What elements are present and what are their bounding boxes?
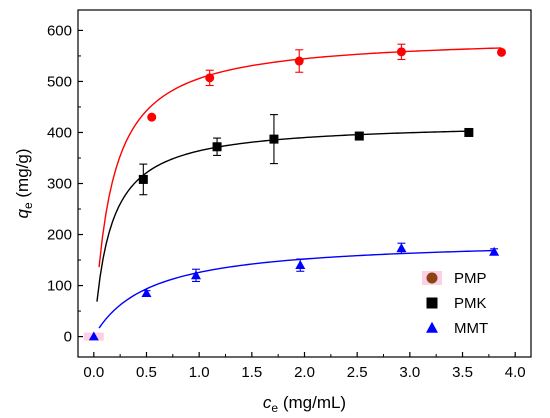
data-point [464, 127, 474, 137]
data-point [88, 331, 99, 341]
y-tick-label: 200 [47, 227, 72, 244]
series-mmt [88, 242, 500, 341]
data-point [497, 47, 507, 57]
y-tick-label: 400 [47, 124, 72, 141]
axes: 0.0 0.5 1.0 1.5 2.0 2.5 3.0 3.5 4.0 0 100 200 300 400… [13, 9, 532, 415]
x-axis-var: c [263, 393, 272, 412]
data-point [138, 174, 148, 184]
data-point [212, 142, 222, 152]
data-points [83, 43, 507, 341]
fit-curves [96, 47, 502, 329]
data-point [141, 288, 152, 298]
x-tick-label: 1.0 [189, 364, 210, 381]
data-point [269, 134, 279, 144]
y-tick-label: 100 [47, 278, 72, 295]
y-axis-var: q [13, 209, 32, 219]
data-point [396, 243, 407, 253]
x-axis-title: ce (mg/mL) [263, 393, 346, 415]
x-tick-label: 0.5 [136, 364, 157, 381]
series-pmk [138, 114, 474, 196]
data-point [205, 73, 215, 83]
legend-label-pmk: PMK [454, 295, 487, 312]
data-point [147, 112, 157, 122]
y-axis-unit: (mg/g) [13, 149, 32, 203]
data-point [190, 270, 201, 280]
y-tick-label: 0 [64, 329, 72, 346]
y-tick-label: 500 [47, 73, 72, 90]
x-tick-label: 2.5 [347, 364, 368, 381]
x-tick-label: 4.0 [505, 364, 526, 381]
x-tick-label: 3.5 [452, 364, 473, 381]
legend-marker-mmt [426, 321, 438, 333]
x-tick-label: 1.5 [241, 364, 262, 381]
data-point [354, 131, 364, 141]
legend-label-mmt: MMT [454, 320, 488, 337]
fit-curve-pmk [96, 130, 469, 302]
legend-label-pmp: PMP [454, 270, 487, 287]
x-tick-label: 0.0 [83, 364, 104, 381]
data-point [295, 260, 306, 269]
legend-marker-pmp [426, 272, 438, 284]
x-tick-label: 2.0 [294, 364, 315, 381]
y-tick-label: 600 [47, 22, 72, 39]
x-axis-sub: e [271, 401, 278, 415]
y-axis-sub: e [21, 202, 35, 209]
legend-marker-pmk [426, 297, 438, 309]
y-axis-title: qe (mg/g) [13, 149, 35, 219]
data-point [294, 56, 304, 66]
y-tick-label: 300 [47, 176, 72, 193]
fit-curve-pmp [98, 47, 502, 268]
fit-curve-mmt [98, 249, 495, 329]
x-axis-unit: (mg/mL) [278, 393, 346, 412]
series-pmp [147, 43, 507, 122]
x-tick-label: 3.0 [399, 364, 420, 381]
data-point [489, 246, 500, 256]
data-point [396, 47, 406, 57]
legend: PMP PMK MMT [422, 270, 488, 337]
